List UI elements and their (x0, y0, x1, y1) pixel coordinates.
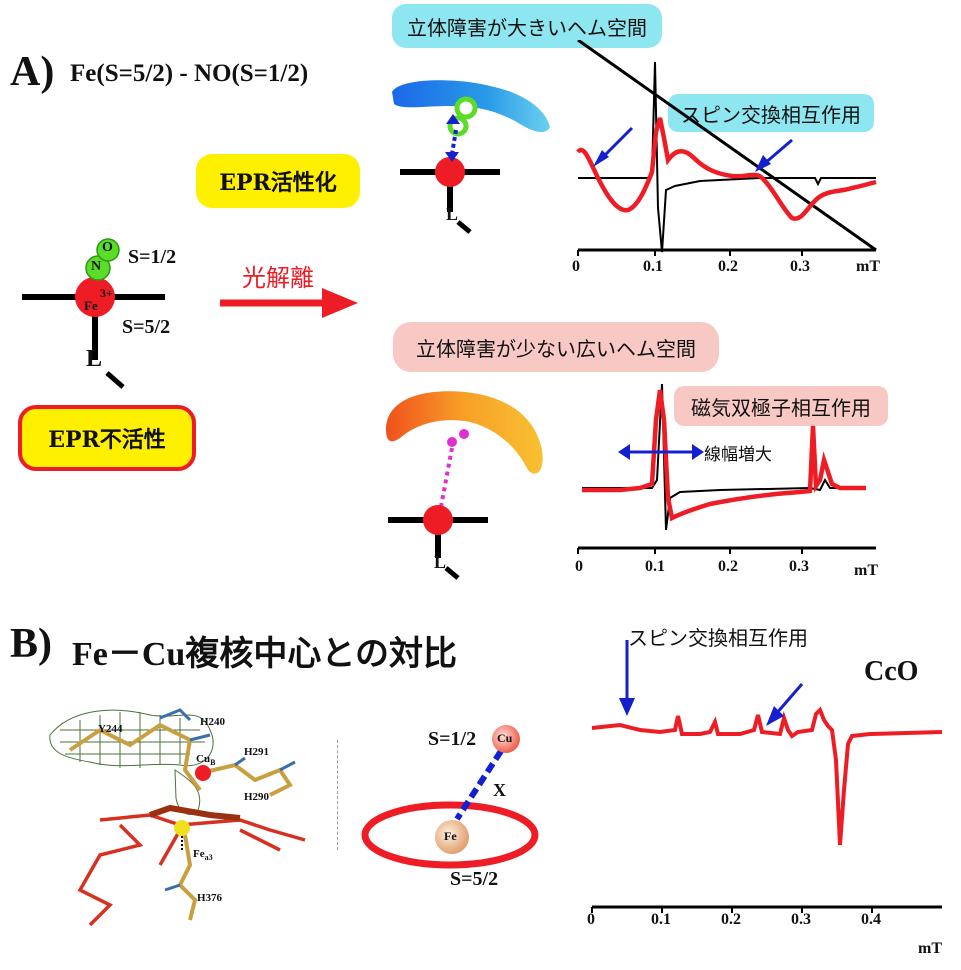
label-h291: H291 (244, 746, 270, 758)
cco-sample-label: CcO (864, 656, 919, 687)
top-ticks (577, 250, 803, 256)
bottom-ticks (577, 548, 803, 554)
top-tick-0: 0 (572, 258, 580, 275)
cco-tick-unit: mT (918, 940, 942, 957)
label-cub: CuB (196, 753, 216, 768)
top-spectrum-plot (576, 40, 877, 256)
linewidth-broadening: 線幅増大 (704, 445, 772, 465)
photolysis-arrow (220, 288, 358, 318)
top-tick-1: 0.1 (643, 258, 663, 275)
bottom-tick-1: 0.1 (645, 558, 665, 575)
cco-ticks (591, 907, 873, 913)
top-tick-3: 0.3 (790, 258, 810, 275)
section-a-letter: A) (10, 49, 55, 95)
bottom-tick-0: 0 (575, 558, 583, 575)
bottom-spectrum-plot (577, 383, 876, 554)
x-label: X (493, 780, 506, 800)
bottom-ligand: L (434, 552, 447, 572)
open-heme-schematic (386, 391, 543, 580)
cco-tick-1: 0.1 (651, 911, 671, 928)
cu-label: Cu (497, 731, 513, 745)
badge-open-heme: 立体障害が少ない広いヘム空間 (393, 322, 719, 372)
fe-label: Fe (444, 829, 457, 843)
cco-tick-4: 0.4 (861, 911, 881, 928)
label-h240: H240 (200, 716, 226, 728)
fe-spin-label: S=5/2 (450, 868, 499, 890)
label-fea3: Fea3 (193, 848, 213, 863)
fe-cu-schematic (361, 725, 539, 869)
complex-ligand: L (86, 346, 103, 372)
cco-tick-3: 0.3 (791, 911, 811, 928)
complex-o-label: O (102, 240, 113, 255)
cco-interaction-label: スピン交換相互作用 (628, 626, 808, 650)
complex-n-label: N (91, 259, 102, 274)
top-ligand: L (446, 204, 459, 224)
crowded-heme-schematic (392, 80, 550, 234)
label-y244: Y244 (98, 723, 123, 735)
badge-epr-active: EPR活性化 (196, 154, 360, 208)
bottom-tick-unit: mT (854, 562, 878, 579)
section-b-letter: B) (10, 621, 52, 667)
cco-spectrum-plot (591, 640, 943, 913)
complex-fe-charge: 3+ (100, 286, 113, 300)
section-b-title: Fe－Cu複核中心との対比 (72, 636, 457, 673)
complex-fe-label: Fe (84, 298, 98, 313)
cco-tick-0: 0 (587, 911, 595, 928)
fe-no-complex (22, 238, 165, 389)
complex-spin-fe: S=5/2 (122, 316, 171, 338)
cco-active-site-structure (49, 708, 306, 927)
complex-spin-no: S=1/2 (128, 246, 177, 268)
photolysis-label: 光解離 (242, 264, 314, 292)
label-h290: H290 (244, 791, 270, 803)
top-tick-2: 0.2 (718, 258, 738, 275)
badge-crowded-heme: 立体障害が大きいヘム空間 (392, 4, 662, 48)
bottom-tick-3: 0.3 (789, 558, 809, 575)
label-h376: H376 (197, 892, 223, 904)
cu-spin-label: S=1/2 (428, 728, 477, 750)
badge-epr-inactive: EPR不活性 (18, 405, 196, 471)
bottom-tick-2: 0.2 (718, 558, 738, 575)
badge-dipolar: 磁気双極子相互作用 (674, 386, 888, 426)
cco-tick-2: 0.2 (721, 911, 741, 928)
section-a-title: Fe(S=5/2) - NO(S=1/2) (70, 60, 309, 87)
top-tick-unit: mT (856, 258, 880, 275)
divider-line (337, 740, 338, 850)
badge-spin-exchange-top: スピン交換相互作用 (668, 94, 874, 132)
